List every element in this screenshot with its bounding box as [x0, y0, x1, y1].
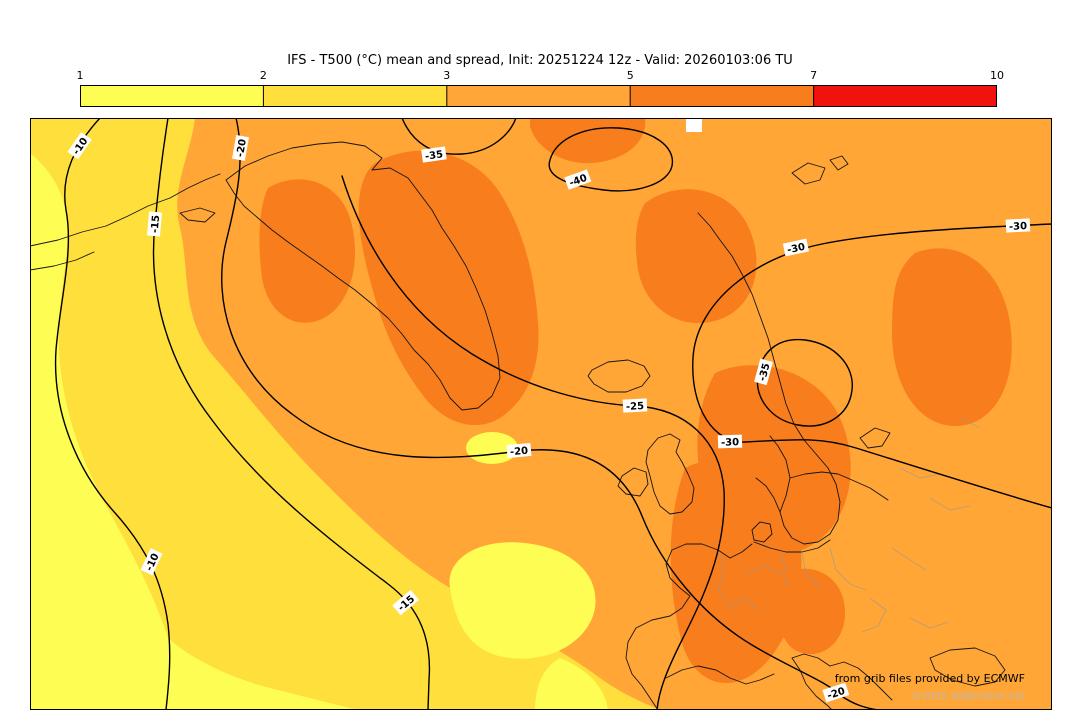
colorbar-dividers	[262, 85, 815, 107]
spread-region-5-7-baffin	[259, 179, 355, 323]
colorbar-segment	[446, 85, 631, 107]
svg-text:-35: -35	[757, 362, 772, 382]
coast-biscay-iberia	[625, 549, 691, 711]
colorbar-tick: 3	[443, 69, 451, 82]
coast-balkans	[829, 661, 893, 701]
spread-region-5-7-central-europe	[670, 459, 802, 684]
coast-ireland	[617, 467, 649, 497]
coast-baffin-island	[179, 207, 216, 223]
contour-minus-35-top	[401, 117, 517, 155]
spread-region-5-7-east	[892, 248, 1012, 427]
coast-great-britain	[645, 433, 695, 515]
coast-norway	[697, 212, 841, 535]
coast-italy	[791, 653, 833, 711]
coast-canada	[29, 173, 221, 247]
colorbar-frame	[80, 85, 997, 107]
colorbar-tick: 2	[259, 69, 267, 82]
contour-label: -25	[622, 398, 648, 413]
contour-label: -35	[754, 358, 773, 386]
colorbar-segment	[813, 85, 997, 107]
svg-text:-35: -35	[424, 149, 443, 162]
contour-labels: -10 -20 -35 -40 -15 -30 -30 -35 -25 -30 …	[67, 132, 1031, 703]
contour-label: -30	[782, 238, 809, 257]
weather-map: -10 -20 -35 -40 -15 -30 -30 -35 -25 -30 …	[29, 117, 1053, 711]
colorbar-tick: 7	[810, 69, 818, 82]
colorbar-tick: 1	[76, 69, 84, 82]
colorbar-tick: 5	[626, 69, 634, 82]
colorbar-ticks: 1 2 3 5 7 10	[76, 69, 1005, 82]
svg-text:-25: -25	[626, 401, 645, 413]
colorbar-tick: 10	[990, 69, 1004, 82]
credits-copyright: ©2025 sb@irizone.net	[912, 691, 1025, 702]
svg-text:-20: -20	[235, 138, 249, 158]
colorbar-segment	[630, 85, 814, 107]
coast-canada-2	[29, 251, 95, 271]
spread-region-5-7-greenland	[358, 150, 539, 426]
spread-region-2-3-west	[30, 118, 660, 710]
spread-region-1-2-south-tongue	[535, 658, 608, 710]
spread-region-1-2-south-of-uk	[449, 542, 596, 659]
coast-greenland	[225, 141, 501, 411]
contour-minus-35-loop	[756, 338, 853, 427]
contour-label: -20	[822, 682, 850, 703]
chart-title: IFS - T500 (°C) mean and spread, Init: 2…	[287, 53, 793, 68]
map-data-gap	[686, 118, 702, 132]
spread-region-5-7-top-center	[530, 118, 646, 164]
coast-denmark	[751, 521, 773, 543]
coast-iceland	[587, 359, 651, 393]
colorbar	[80, 85, 997, 107]
map-frame	[30, 118, 1052, 710]
coast-bothnia	[769, 435, 791, 513]
coast-baltic-south	[753, 539, 831, 553]
spread-region-5-7-arctic	[635, 189, 757, 324]
contour-minus-20	[221, 117, 879, 711]
svg-text:-30: -30	[786, 242, 806, 257]
temperature-contours	[54, 117, 1053, 711]
contour-label: -20	[232, 134, 249, 161]
coast-mediterranean	[665, 665, 775, 685]
svg-text:-30: -30	[1009, 221, 1028, 233]
country-borders	[717, 417, 981, 633]
contour-label: -30	[1005, 218, 1031, 233]
contour-label: -35	[421, 146, 447, 163]
contour-label: -15	[146, 211, 163, 237]
coast-black-sea	[929, 647, 1006, 687]
spread-region-1-2-west	[30, 153, 360, 710]
contour-label: -30	[717, 434, 743, 449]
credits-source: from grib files provided by ECMWF	[835, 672, 1025, 685]
coast-finland	[789, 471, 889, 501]
svg-text:-20: -20	[826, 686, 847, 702]
coast-svalbard	[791, 155, 849, 185]
svg-text:-30: -30	[721, 437, 739, 449]
colorbar-segment	[80, 85, 264, 107]
contour-minus-40-loop	[548, 127, 674, 192]
colorbar-segment	[263, 85, 447, 107]
svg-text:-15: -15	[150, 215, 163, 234]
spread-region-5-7-balkans	[777, 568, 845, 655]
coast-white-sea	[859, 427, 891, 449]
contour-minus-10	[54, 117, 171, 711]
contour-minus-30	[692, 223, 1053, 509]
svg-text:-20: -20	[510, 446, 529, 459]
map-panel: -10 -20 -35 -40 -15 -30 -30 -35 -25 -30 …	[29, 117, 1053, 711]
contour-minus-25	[341, 175, 725, 711]
coast-baltic	[755, 477, 831, 545]
contour-label: -20	[506, 442, 532, 459]
